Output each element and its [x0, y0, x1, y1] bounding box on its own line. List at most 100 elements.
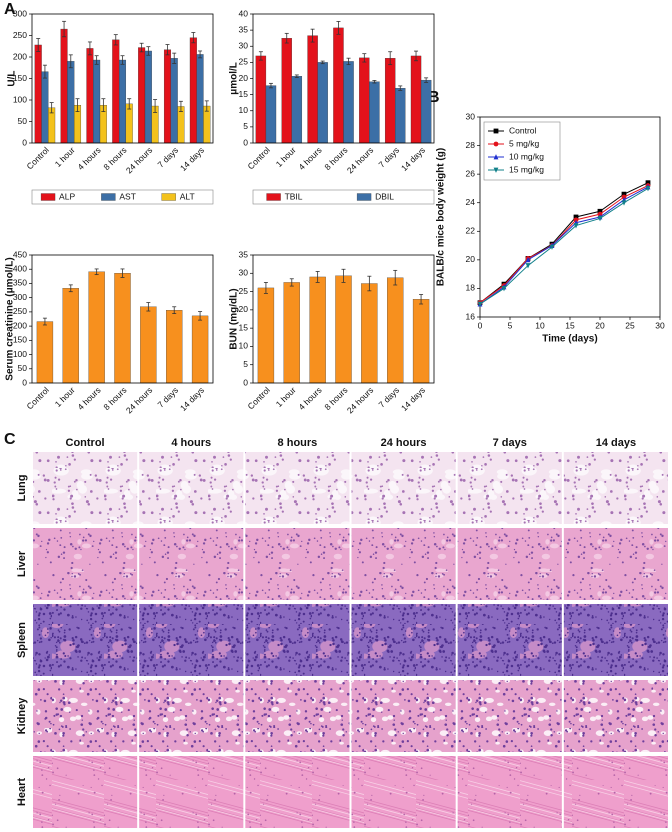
micrograph: [33, 756, 138, 828]
series-line: [479, 182, 649, 304]
bar: [86, 48, 94, 144]
panel-label: C: [4, 431, 16, 448]
x-tick-label: 4 hours: [76, 385, 103, 412]
bar: [163, 49, 172, 144]
micrograph: [139, 680, 244, 752]
y-axis-title: BALB/c mice body weight (g): [436, 148, 447, 286]
legend-swatch: [266, 193, 281, 201]
micrograph: [245, 756, 350, 828]
bar: [265, 85, 277, 144]
bar: [410, 55, 422, 144]
bar: [170, 58, 178, 144]
plot-frame: [252, 254, 435, 384]
y-tick-label: 28: [466, 140, 476, 150]
x-tick-label: 7 days: [376, 385, 401, 410]
y-tick-label: 150: [13, 335, 27, 345]
x-tick-label: 0: [478, 320, 483, 330]
y-tick-label: 100: [13, 94, 27, 104]
y-tick-label: 30: [466, 111, 476, 121]
bar: [281, 38, 292, 144]
panel-label: A: [4, 1, 16, 18]
y-tick-label: 25: [239, 57, 249, 67]
y-tick-label: 5: [243, 359, 248, 369]
bar: [384, 58, 396, 144]
y-tick-label: 400: [13, 263, 27, 273]
y-tick-label: 50: [18, 363, 28, 373]
row-header: Liver: [16, 550, 28, 577]
y-tick-label: 40: [239, 8, 249, 18]
micrograph: [245, 452, 350, 524]
y-tick-label: 20: [239, 304, 249, 314]
bar: [93, 59, 101, 144]
x-tick-label: 14 days: [178, 385, 206, 413]
column-header: 4 hours: [171, 437, 211, 449]
column-header: 7 days: [493, 437, 527, 449]
point: [493, 167, 499, 173]
micrograph: [33, 680, 138, 752]
bar: [138, 47, 146, 144]
x-tick-label: 7 days: [155, 385, 180, 410]
legend-label: 15 mg/kg: [509, 164, 544, 174]
legend-swatch: [356, 193, 372, 201]
y-tick-label: 150: [13, 73, 27, 83]
point: [525, 256, 531, 263]
row-header: Lung: [16, 475, 28, 502]
plot-frame: [479, 116, 661, 318]
bar: [114, 273, 131, 384]
micrograph: [33, 452, 138, 524]
micrograph: [457, 680, 562, 752]
y-axis-title: BUN (mg/dL): [229, 288, 240, 349]
bar: [307, 35, 318, 144]
y-tick-label: 24: [466, 197, 476, 207]
y-tick-label: 350: [13, 278, 27, 288]
point: [477, 301, 483, 308]
x-tick-label: 25: [625, 320, 635, 330]
x-tick-label: 30: [655, 320, 665, 330]
y-tick-label: 26: [466, 168, 476, 178]
y-tick-label: 100: [13, 349, 27, 359]
bar: [369, 81, 380, 144]
bar: [387, 277, 404, 384]
y-tick-label: 25: [239, 286, 249, 296]
bar: [60, 28, 68, 144]
bar: [189, 37, 197, 144]
bar: [140, 306, 157, 384]
micrograph: [33, 528, 138, 600]
legend-swatch: [101, 193, 116, 201]
bar: [361, 283, 378, 384]
column-header: 14 days: [596, 437, 636, 449]
x-tick-label: 1 hour: [274, 385, 298, 409]
y-axis-title: Serum creatinine (μmol/L): [5, 257, 16, 380]
y-tick-label: 250: [13, 306, 27, 316]
legend-label: 5 mg/kg: [509, 138, 540, 148]
bar: [291, 76, 303, 144]
y-tick-label: 300: [13, 292, 27, 302]
y-tick-label: 200: [13, 320, 27, 330]
point: [597, 216, 603, 222]
micrograph: [457, 528, 562, 600]
bar: [34, 44, 42, 144]
y-tick-label: 50: [18, 116, 28, 126]
y-tick-label: 30: [239, 41, 249, 51]
x-tick-label: 15: [565, 320, 575, 330]
point: [645, 180, 651, 186]
y-tick-label: 300: [13, 8, 27, 18]
x-tick-label: 5: [508, 320, 513, 330]
bar: [36, 321, 54, 384]
micrograph: [245, 604, 350, 676]
point: [573, 223, 579, 229]
column-header: Control: [66, 437, 105, 449]
y-tick-label: 10: [239, 341, 249, 351]
column-header: 8 hours: [278, 437, 318, 449]
bar: [283, 282, 300, 384]
micrograph: [245, 528, 350, 600]
y-tick-label: 30: [239, 268, 249, 278]
micrograph: [139, 756, 244, 828]
micrograph: [351, 528, 456, 600]
x-tick-label: 4 hours: [297, 385, 324, 412]
point: [493, 141, 499, 147]
legend-box: [252, 189, 435, 205]
y-tick-label: 35: [239, 249, 249, 259]
y-tick-label: 0: [22, 137, 27, 147]
micrograph: [563, 452, 668, 524]
